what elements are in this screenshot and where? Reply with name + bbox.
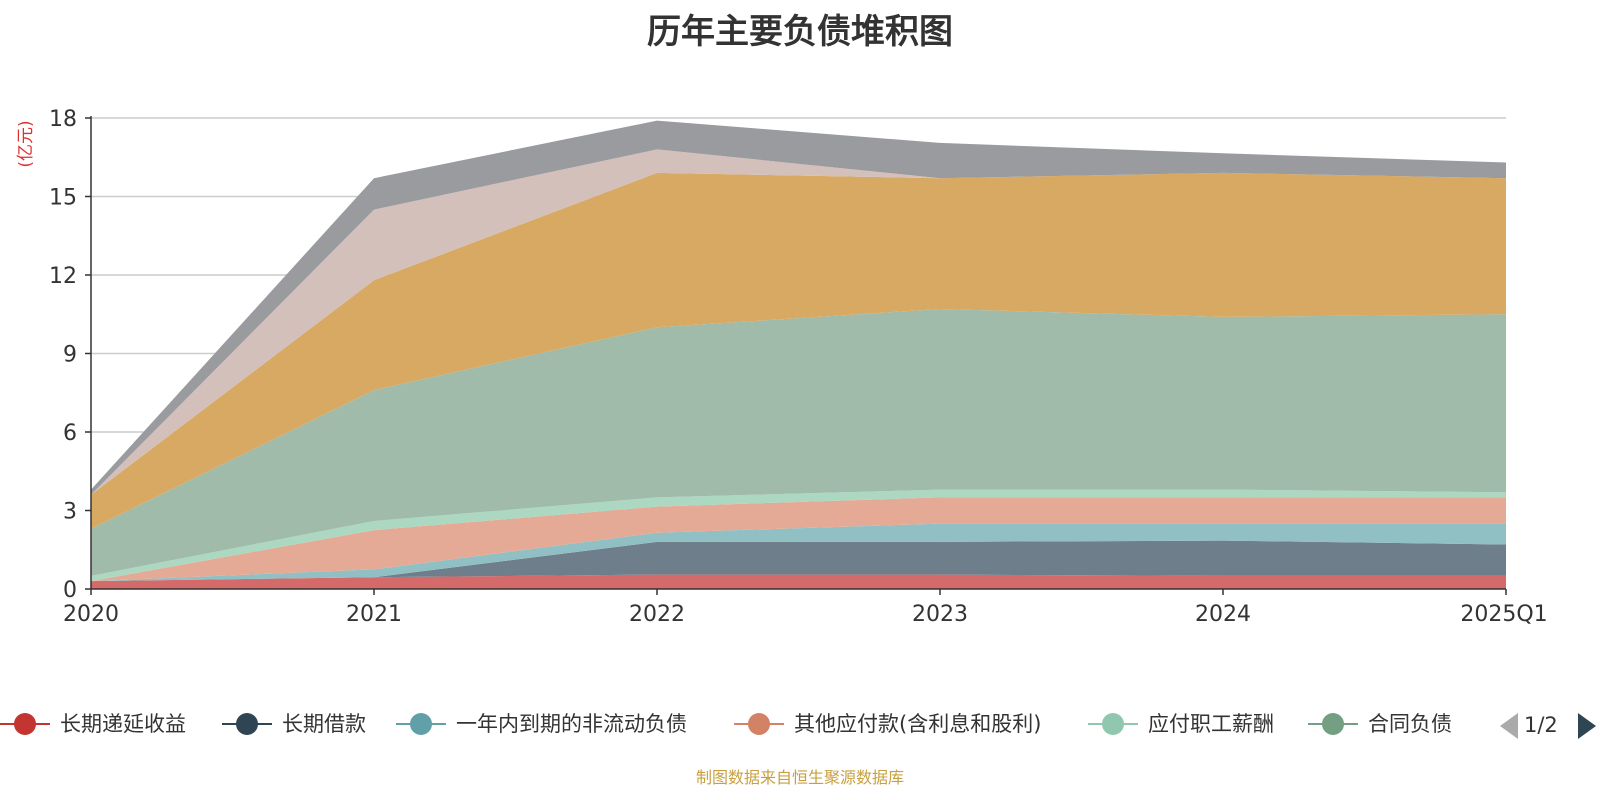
area-series-7[interactable] [91, 149, 1506, 495]
y-tick-label: 0 [63, 578, 77, 603]
y-axis-label: (亿元) [16, 120, 36, 167]
area-series-3[interactable] [91, 497, 1506, 582]
x-tick-label: 2024 [1195, 602, 1251, 627]
y-tick-label: 9 [63, 343, 77, 368]
legend-items: 长期递延收益 长期借款 一年内到期的非流动负债 其他应付款(含利息和股利) 应付职工薪酬… [0, 710, 1482, 750]
x-tick-label: 2023 [912, 602, 968, 627]
x-tick-label: 2021 [346, 602, 402, 627]
legend: 长期递延收益 长期借款 一年内到期的非流动负债 其他应付款(含利息和股利) 应付职工薪酬… [0, 710, 1600, 750]
legend-label: 应付职工薪酬 [1148, 712, 1274, 736]
legend-dot-icon [1322, 713, 1344, 735]
area-series [91, 120, 1506, 589]
area-series-0[interactable] [91, 574, 1506, 589]
legend-pager: 1/2 [1500, 710, 1600, 740]
legend-label: 一年内到期的非流动负债 [456, 712, 687, 736]
next-page-arrow-icon[interactable] [1578, 713, 1596, 739]
legend-dot-icon [236, 713, 258, 735]
x-tick-label: 2022 [629, 602, 685, 627]
area-series-8[interactable] [91, 120, 1506, 495]
source-note: 制图数据来自恒生聚源数据库 [695, 768, 904, 787]
page-indicator: 1/2 [1524, 713, 1558, 737]
y-tick-label: 12 [49, 264, 77, 289]
y-tick-label: 18 [49, 107, 77, 132]
y-tick-label: 15 [49, 186, 77, 211]
legend-label: 长期递延收益 [60, 712, 186, 736]
y-tick-label: 6 [63, 421, 77, 446]
legend-dot-icon [748, 713, 770, 735]
area-series-1[interactable] [91, 540, 1506, 582]
legend-label: 合同负债 [1368, 712, 1452, 736]
x-tick-label: 2020 [63, 602, 119, 627]
area-series-2[interactable] [91, 523, 1506, 582]
prev-page-arrow-icon[interactable] [1500, 713, 1518, 739]
area-series-6[interactable] [91, 172, 1506, 529]
axes: 0 3 6 9 12 15 18 2020 2021 2022 2023 2024 2025Q1 [49, 107, 1548, 627]
area-series-5[interactable] [91, 309, 1506, 576]
chart-plot: 0 3 6 9 12 15 18 2020 2021 2022 2023 2024 2025Q1 (亿元… [16, 107, 1548, 627]
legend-dot-icon [14, 713, 36, 735]
legend-dot-icon [410, 713, 432, 735]
legend-label: 长期借款 [282, 712, 366, 736]
x-tick-label: 2025Q1 [1460, 602, 1547, 627]
legend-dot-icon [1102, 713, 1124, 735]
chart-title: 历年主要负债堆积图 [647, 12, 953, 52]
y-tick-label: 3 [63, 500, 77, 525]
legend-label: 其他应付款(含利息和股利) [794, 712, 1042, 736]
